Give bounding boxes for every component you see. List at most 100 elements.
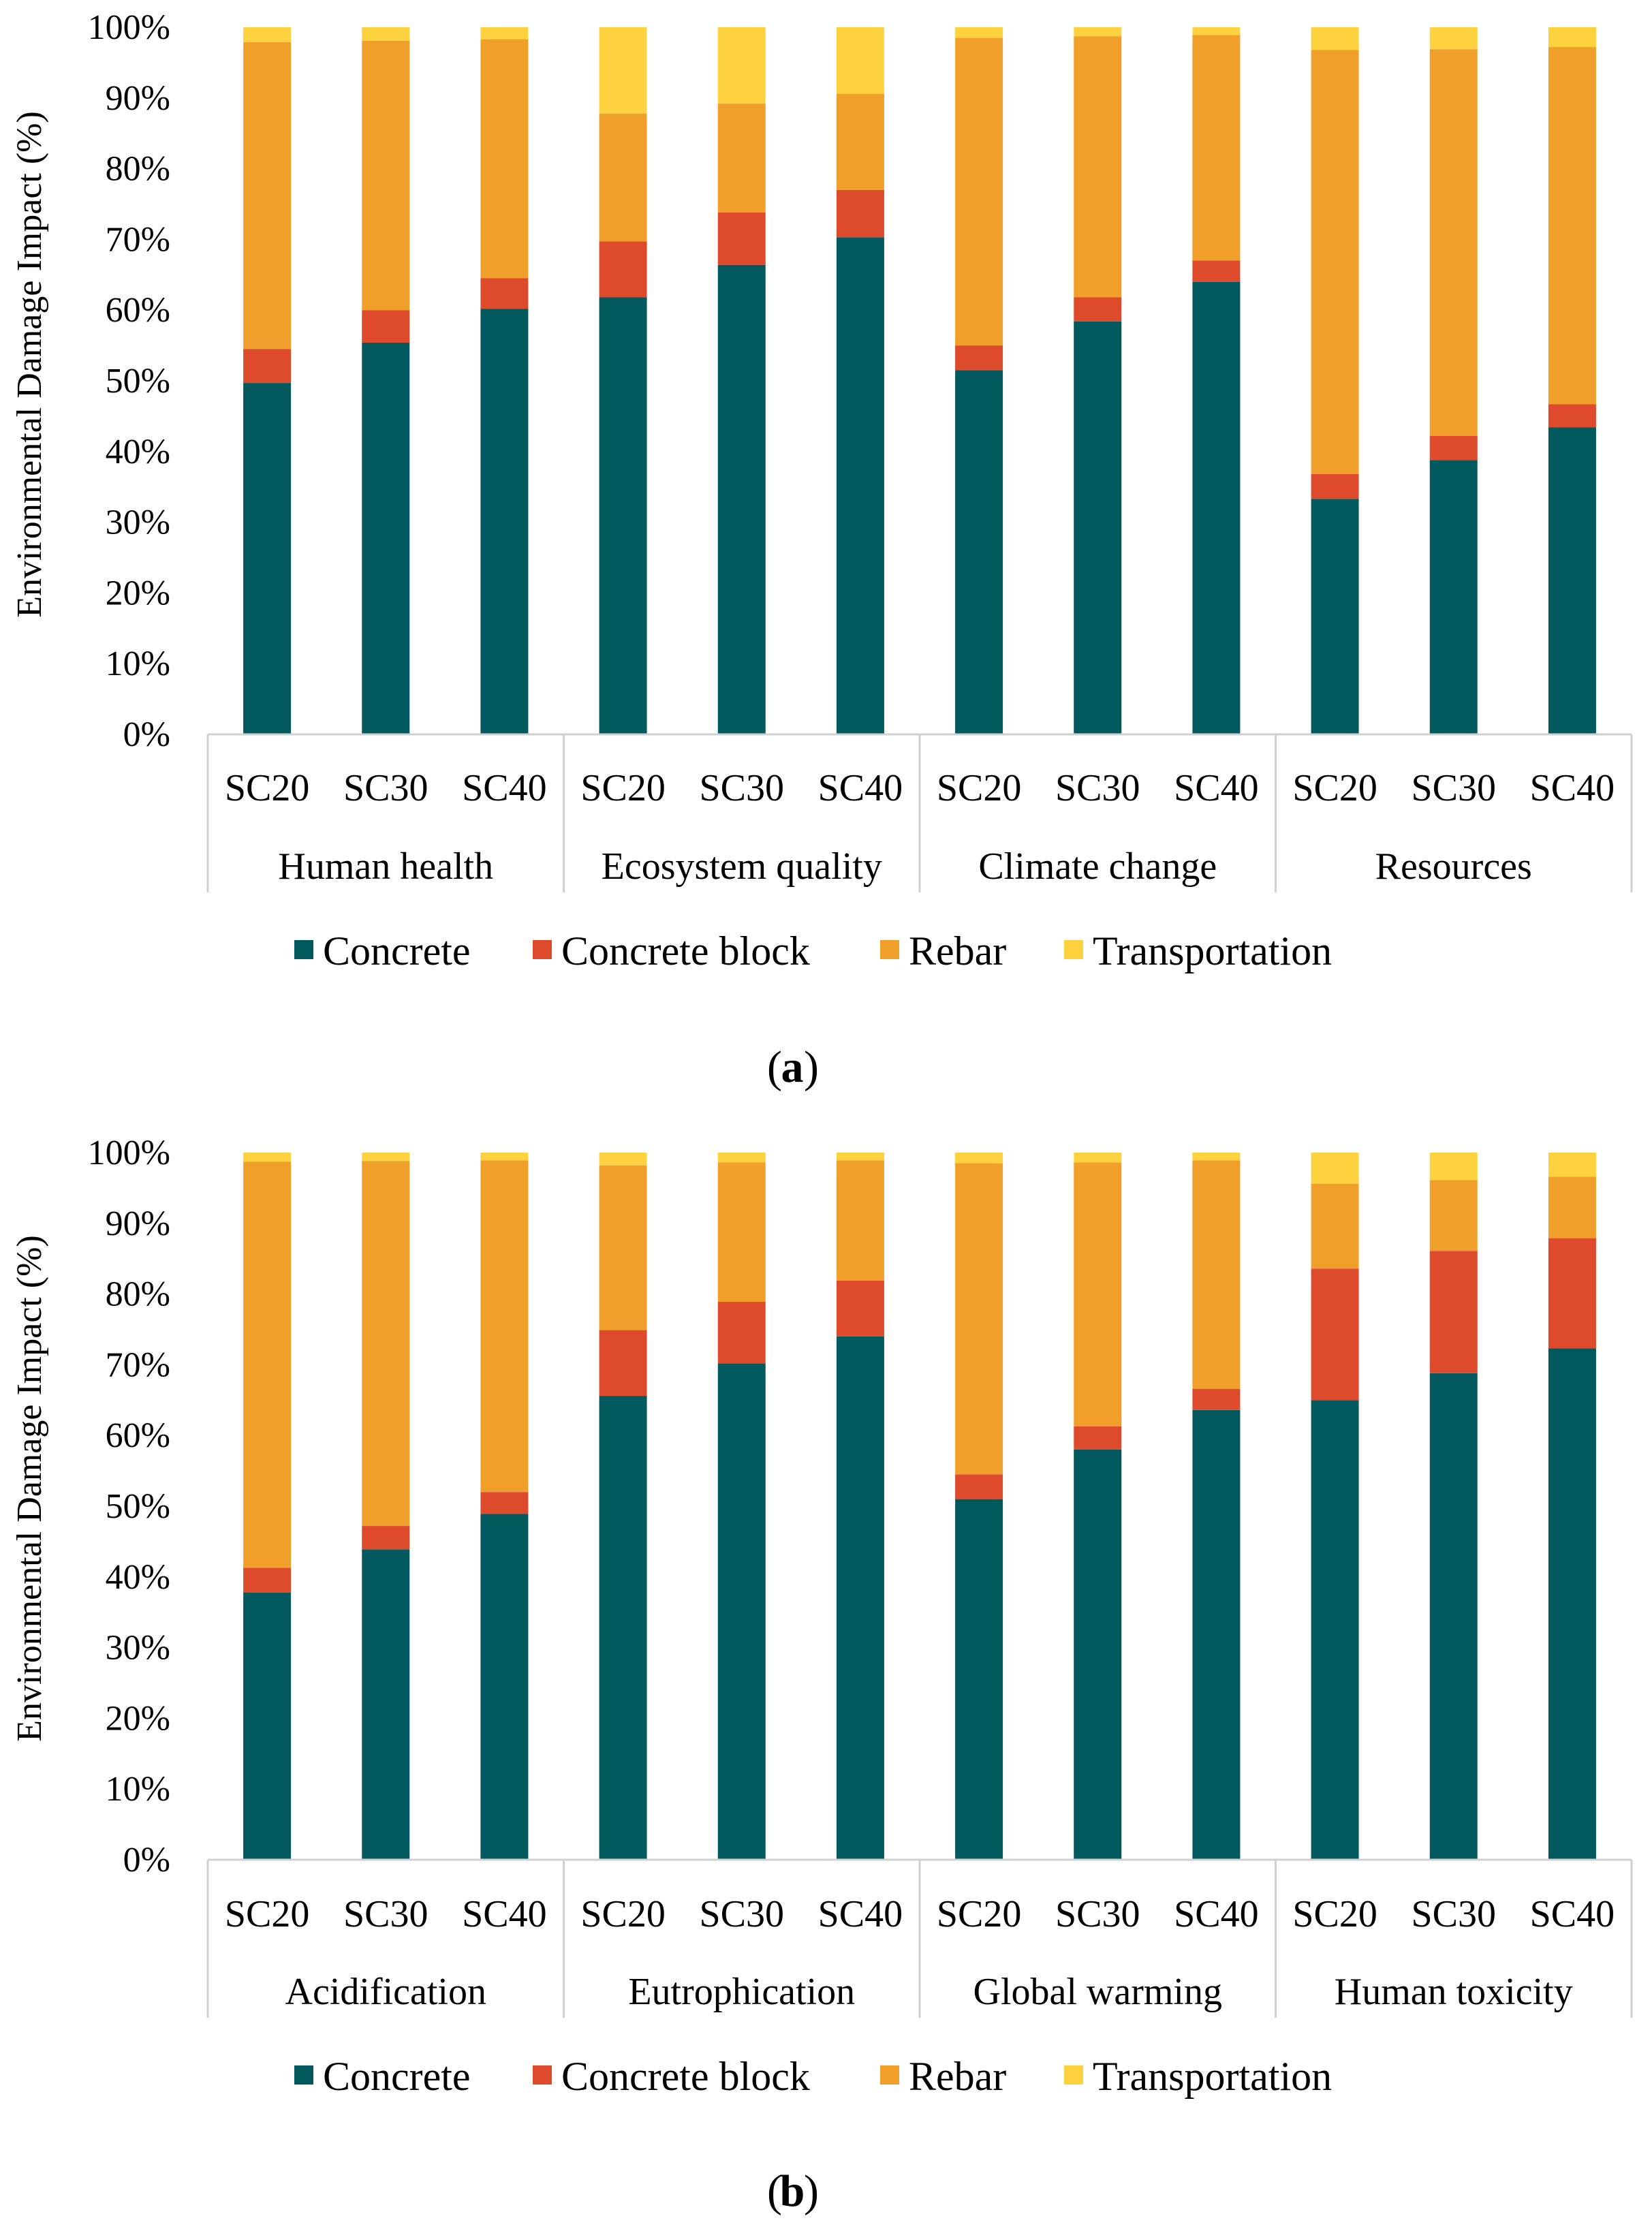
legend-label-transportation: Transportation bbox=[1093, 2054, 1332, 2099]
legend: Concrete Concrete block Rebar Transporta… bbox=[294, 929, 1332, 973]
y-tick-label: 80% bbox=[106, 150, 170, 189]
y-tick-label: 0% bbox=[123, 715, 170, 754]
bar-segment-rebar bbox=[836, 93, 884, 190]
bar-segment-concrete-block bbox=[480, 278, 529, 309]
y-tick-label: 0% bbox=[123, 1841, 170, 1879]
bar-segment-transportation bbox=[243, 1153, 292, 1162]
bar-segment-concrete-block bbox=[836, 189, 884, 238]
svg-text:(: ( bbox=[767, 1042, 782, 1092]
bar-segment-rebar bbox=[480, 39, 529, 279]
x-tick-label: SC20 bbox=[580, 1893, 666, 1935]
chart-panel-a: Environmental Damage Impact (%) 0% 10% 20%… bbox=[10, 8, 1633, 1092]
svg-text:(: ( bbox=[767, 2166, 782, 2216]
bar-segment-transportation bbox=[362, 1153, 410, 1161]
bar-segment-concrete-block bbox=[1548, 404, 1596, 428]
bar-segment-transportation bbox=[1548, 27, 1596, 48]
bar-segment-rebar bbox=[1192, 35, 1241, 261]
bar-segment-rebar bbox=[717, 104, 766, 213]
bar-segment-concrete-block bbox=[1311, 474, 1359, 499]
bar-segment-concrete bbox=[480, 1514, 529, 1860]
group-label: Eutrophication bbox=[628, 1971, 855, 2013]
bar-segment-concrete bbox=[1074, 321, 1122, 735]
x-tick-label: SC20 bbox=[1292, 767, 1377, 809]
bar-segment-concrete bbox=[1548, 427, 1596, 734]
y-tick-label: 30% bbox=[106, 1629, 170, 1668]
y-tick-label: 20% bbox=[106, 574, 170, 612]
caption-letter: b bbox=[780, 2166, 805, 2216]
x-tick-label: SC40 bbox=[1530, 767, 1615, 809]
bar-segment-transportation bbox=[243, 27, 292, 42]
bar-segment-concrete-block bbox=[717, 1302, 766, 1364]
bar-segment-concrete-block bbox=[1192, 260, 1241, 282]
group-label: Climate change bbox=[978, 845, 1217, 888]
y-ticks: 0% 10% 20% 30% 40% 50% 60% 70% 80% 90% 100% bbox=[88, 1134, 170, 1879]
x-tick-label: SC30 bbox=[1412, 767, 1497, 809]
group-label: Global warming bbox=[973, 1971, 1222, 2013]
x-tick-label: SC20 bbox=[937, 1893, 1022, 1935]
legend-label-concrete: Concrete bbox=[323, 929, 471, 973]
bar-segment-rebar bbox=[717, 1162, 766, 1302]
bar-segment-concrete-block bbox=[362, 1526, 410, 1550]
bar-segment-concrete bbox=[599, 297, 647, 734]
legend-swatch-rebar bbox=[880, 940, 899, 959]
bar-segment-rebar bbox=[955, 1163, 1003, 1475]
legend-swatch-rebar bbox=[880, 2065, 899, 2085]
y-tick-label: 40% bbox=[106, 433, 170, 471]
bar-segment-concrete bbox=[836, 237, 884, 734]
y-tick-label: 100% bbox=[88, 1134, 170, 1172]
y-axis-label: Environmental Damage Impact (%) bbox=[10, 111, 49, 618]
y-tick-label: 80% bbox=[106, 1275, 170, 1314]
bar-segment-concrete-block bbox=[955, 1474, 1003, 1499]
bar-segment-concrete-block bbox=[1429, 1251, 1478, 1373]
bar-segment-transportation bbox=[955, 1153, 1003, 1164]
x-tick-label: SC20 bbox=[225, 1893, 310, 1935]
legend-swatch-concrete-block bbox=[533, 940, 552, 959]
x-tick-label: SC30 bbox=[343, 1893, 428, 1935]
group-label: Resources bbox=[1375, 845, 1532, 888]
legend-label-concrete-block: Concrete block bbox=[561, 929, 810, 973]
bar-segment-concrete-block bbox=[1548, 1238, 1596, 1349]
bar-segment-concrete-block bbox=[243, 349, 292, 384]
y-tick-label: 60% bbox=[106, 1416, 170, 1455]
bar-segment-concrete bbox=[1192, 1409, 1241, 1860]
legend-swatch-transportation bbox=[1064, 940, 1083, 959]
bar-segment-transportation bbox=[1429, 27, 1478, 50]
bar-segment-rebar bbox=[1074, 36, 1122, 298]
y-tick-label: 90% bbox=[106, 1204, 170, 1243]
bar-segment-rebar bbox=[1074, 1162, 1122, 1426]
bar-segment-concrete bbox=[599, 1396, 647, 1860]
bar-segment-concrete bbox=[1548, 1348, 1596, 1860]
y-tick-label: 10% bbox=[106, 1770, 170, 1809]
bar-segment-transportation bbox=[1192, 1153, 1241, 1161]
x-tick-label: SC20 bbox=[225, 767, 310, 809]
bar-segment-rebar bbox=[599, 113, 647, 242]
y-tick-label: 70% bbox=[106, 1345, 170, 1384]
x-tick-label: SC40 bbox=[462, 1893, 547, 1935]
bar-segment-concrete-block bbox=[1311, 1268, 1359, 1401]
svg-text:): ) bbox=[804, 1042, 819, 1092]
bar-segment-concrete bbox=[480, 309, 529, 734]
x-tick-label: SC30 bbox=[1412, 1893, 1497, 1935]
bar-segment-concrete-block bbox=[717, 212, 766, 265]
y-tick-label: 20% bbox=[106, 1699, 170, 1738]
x-tick-label: SC30 bbox=[1055, 1893, 1140, 1935]
x-tick-label: SC30 bbox=[1055, 767, 1140, 809]
bar-segment-rebar bbox=[1548, 47, 1596, 405]
bar-segment-transportation bbox=[480, 27, 529, 40]
group-label: Human toxicity bbox=[1335, 1971, 1573, 2013]
group-label: Ecosystem quality bbox=[602, 845, 882, 888]
legend-swatch-concrete bbox=[294, 940, 313, 959]
x-tick-label: SC30 bbox=[700, 1893, 785, 1935]
bar-segment-concrete bbox=[1311, 1400, 1359, 1860]
bar-segment-concrete bbox=[955, 1499, 1003, 1860]
y-tick-label: 40% bbox=[106, 1558, 170, 1597]
legend-label-concrete: Concrete bbox=[323, 2054, 471, 2099]
bar-segment-rebar bbox=[1192, 1160, 1241, 1389]
bar-segment-concrete bbox=[717, 1363, 766, 1860]
legend-swatch-transportation bbox=[1064, 2065, 1083, 2085]
bar-segment-rebar bbox=[599, 1165, 647, 1330]
bar-segment-concrete bbox=[362, 1549, 410, 1860]
x-tick-label: SC20 bbox=[937, 767, 1022, 809]
svg-text:): ) bbox=[804, 2166, 819, 2216]
bar-segment-concrete bbox=[1429, 460, 1478, 734]
